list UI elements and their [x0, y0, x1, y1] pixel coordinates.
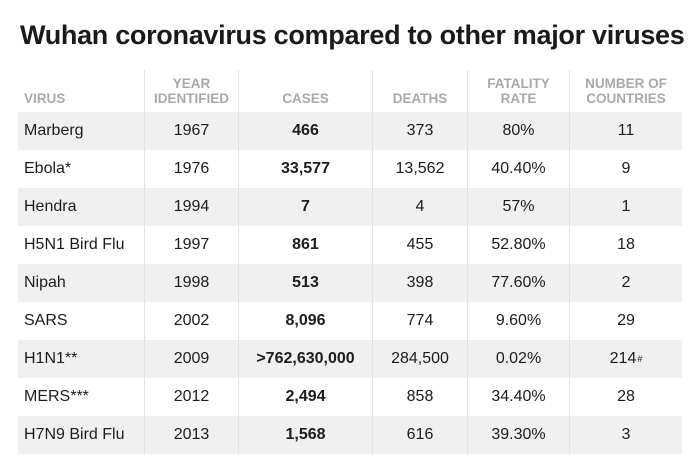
- fatality-rate: 9.60%: [467, 302, 569, 340]
- fatality-rate: 77.60%: [467, 264, 569, 302]
- header-cases: CASES: [238, 70, 372, 112]
- year-identified: 1976: [144, 150, 238, 188]
- cases: 8,096: [238, 302, 372, 340]
- virus-name: Marberg: [24, 122, 84, 139]
- countries: 29: [569, 302, 682, 340]
- countries-value: 214: [609, 350, 637, 367]
- year-identified: 1998: [144, 264, 238, 302]
- page-title: Wuhan coronavirus compared to other majo…: [20, 20, 685, 50]
- table-row: H7N9 Bird Flu 2013 1,568 616 39.30% 3: [18, 416, 682, 454]
- year-identified: 1967: [144, 112, 238, 150]
- header-virus: VIRUS: [24, 91, 66, 106]
- virus-name: H7N9 Bird Flu: [24, 426, 125, 443]
- fatality-rate: 39.30%: [467, 416, 569, 454]
- countries: 3: [569, 416, 682, 454]
- cases: 7: [238, 188, 372, 226]
- table-row: Nipah 1998 513 398 77.60% 2: [18, 264, 682, 302]
- countries: 18: [569, 226, 682, 264]
- table-row: Hendra 1994 7 4 57% 1: [18, 188, 682, 226]
- fatality-rate: 0.02%: [467, 340, 569, 378]
- cases: 1,568: [238, 416, 372, 454]
- countries: 1: [569, 188, 682, 226]
- countries: 2: [569, 264, 682, 302]
- deaths: 373: [372, 112, 467, 150]
- cases: 2,494: [238, 378, 372, 416]
- header-year: YEAR IDENTIFIED: [144, 70, 238, 112]
- virus-name: MERS***: [24, 388, 89, 405]
- year-identified: 1994: [144, 188, 238, 226]
- countries-footnote-mark: #: [637, 354, 643, 364]
- countries: 28: [569, 378, 682, 416]
- deaths: 398: [372, 264, 467, 302]
- cases: 513: [238, 264, 372, 302]
- virus-name: H5N1 Bird Flu: [24, 236, 125, 253]
- header-countries: NUMBER OF COUNTRIES: [569, 70, 682, 112]
- deaths: 284,500: [372, 340, 467, 378]
- table-row: Marberg 1967 466 373 80% 11: [18, 112, 682, 150]
- table-row: SARS 2002 8,096 774 9.60% 29: [18, 302, 682, 340]
- fatality-rate: 40.40%: [467, 150, 569, 188]
- deaths: 13,562: [372, 150, 467, 188]
- virus-name: Nipah: [24, 274, 66, 291]
- fatality-rate: 34.40%: [467, 378, 569, 416]
- cases: >762,630,000: [238, 340, 372, 378]
- fatality-rate: 57%: [467, 188, 569, 226]
- table-header-row: VIRUS YEAR IDENTIFIED CASES DEATHS FATALI…: [18, 70, 682, 112]
- year-identified: 2002: [144, 302, 238, 340]
- year-identified: 1997: [144, 226, 238, 264]
- fatality-rate: 52.80%: [467, 226, 569, 264]
- header-deaths: DEATHS: [372, 70, 467, 112]
- countries: 11: [569, 112, 682, 150]
- cases: 466: [238, 112, 372, 150]
- table-row: Ebola* 1976 33,577 13,562 40.40% 9: [18, 150, 682, 188]
- virus-name: Hendra: [24, 198, 77, 215]
- year-identified: 2013: [144, 416, 238, 454]
- virus-name: H1N1**: [24, 350, 78, 367]
- table-row: H1N1** 2009 >762,630,000 284,500 0.02% 2…: [18, 340, 682, 378]
- virus-comparison-table: VIRUS YEAR IDENTIFIED CASES DEATHS FATALI…: [18, 70, 682, 454]
- cases: 861: [238, 226, 372, 264]
- deaths: 616: [372, 416, 467, 454]
- cases: 33,577: [238, 150, 372, 188]
- countries: 214 #: [569, 340, 682, 378]
- table-row: MERS*** 2012 2,494 858 34.40% 28: [18, 378, 682, 416]
- year-identified: 2012: [144, 378, 238, 416]
- deaths: 774: [372, 302, 467, 340]
- deaths: 4: [372, 188, 467, 226]
- year-identified: 2009: [144, 340, 238, 378]
- virus-name: SARS: [24, 312, 68, 329]
- header-fatality-rate: FATALITY RATE: [467, 70, 569, 112]
- virus-name: Ebola*: [24, 160, 72, 177]
- fatality-rate: 80%: [467, 112, 569, 150]
- deaths: 858: [372, 378, 467, 416]
- deaths: 455: [372, 226, 467, 264]
- table-row: H5N1 Bird Flu 1997 861 455 52.80% 18: [18, 226, 682, 264]
- countries: 9: [569, 150, 682, 188]
